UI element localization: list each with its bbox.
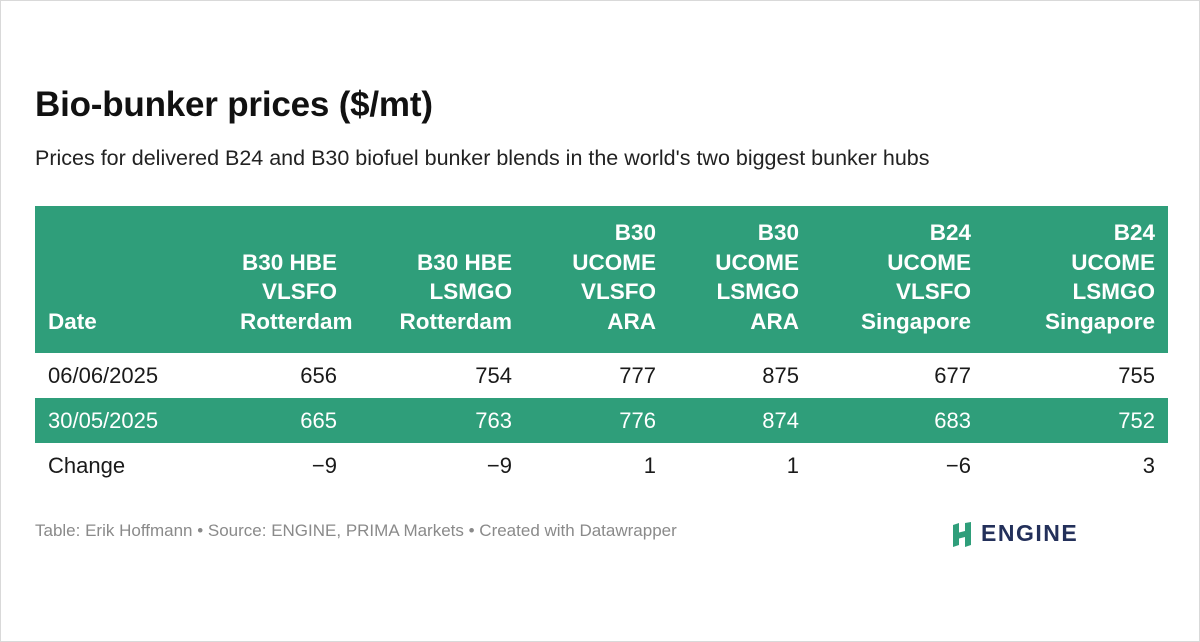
column-header-line: B30 — [614, 220, 656, 245]
price-cell: 755 — [1118, 362, 1155, 388]
column-header-line: LSMGO — [716, 279, 800, 304]
column-header-line: UCOME — [572, 249, 656, 275]
price-table: Date B30 HBE VLSFO Rotterdam B30 HBE LSMGO Rot… — [35, 206, 1168, 488]
price-cell: −9 — [311, 452, 337, 478]
column-header: B30 UCOME VLSFO ARA — [525, 206, 669, 353]
price-table-container: Date B30 HBE VLSFO Rotterdam B30 HBE LSMGO Rot… — [35, 206, 1168, 488]
table-row: 06/06/2025 656 754 777 875 677 755 — [35, 353, 1168, 398]
column-header-line: B30 HBE — [416, 249, 512, 275]
price-cell: 3 — [1142, 452, 1155, 478]
price-cell: 875 — [762, 362, 799, 388]
price-cell: −6 — [945, 452, 971, 478]
column-header: B30 HBE VLSFO Rotterdam — [227, 206, 353, 353]
table-header-row: Date B30 HBE VLSFO Rotterdam B30 HBE LSMGO Rot… — [35, 206, 1168, 353]
column-header-line: ARA — [607, 308, 656, 334]
source-footer: Table: Erik Hoffmann • Source: ENGINE, P… — [35, 521, 677, 540]
table-row: Change −9 −9 1 1 −6 3 — [35, 443, 1168, 488]
chart-subtitle: Prices for delivered B24 and B30 biofuel… — [35, 146, 930, 170]
price-cell: 677 — [934, 362, 971, 388]
column-header-line: B24 — [929, 220, 971, 245]
column-header-line: LSMGO — [1072, 279, 1156, 304]
price-cell: 665 — [300, 407, 337, 433]
column-header-line: Singapore — [860, 308, 971, 334]
table-body: 06/06/2025 656 754 777 875 677 755 30/05/2025 66… — [35, 353, 1168, 488]
column-header-line: VLSFO — [261, 279, 337, 304]
column-header-line: VLSFO — [580, 279, 656, 304]
column-header: B24 UCOME LSMGO Singapore — [984, 206, 1168, 353]
column-header-line: Rotterdam — [240, 308, 353, 334]
column-header-line: ARA — [750, 308, 799, 334]
price-cell: 1 — [643, 452, 656, 478]
chart-title: Bio-bunker prices ($/mt) — [35, 85, 433, 124]
price-cell: −9 — [486, 452, 512, 478]
column-header-line: UCOME — [1071, 249, 1155, 275]
column-header: B24 UCOME VLSFO Singapore — [812, 206, 984, 353]
price-cell: 777 — [619, 362, 656, 388]
row-label-cell: 06/06/2025 — [48, 362, 159, 388]
column-header-line: B24 — [1113, 220, 1155, 245]
engine-logo: ENGINE — [951, 520, 1078, 547]
column-header: B30 UCOME LSMGO ARA — [669, 206, 812, 353]
price-cell: 752 — [1118, 407, 1155, 433]
price-cell: 874 — [762, 407, 799, 433]
column-header-line: LSMGO — [429, 279, 513, 304]
price-cell: 1 — [786, 452, 799, 478]
column-header-line: B30 — [757, 220, 799, 245]
column-header-line: UCOME — [887, 249, 971, 275]
column-header-line: Date — [48, 308, 97, 334]
engine-logo-text: ENGINE — [981, 520, 1079, 546]
column-header: B30 HBE LSMGO Rotterdam — [350, 206, 525, 353]
row-label-cell: 30/05/2025 — [48, 407, 159, 433]
column-header: Date — [35, 206, 227, 353]
engine-logo-icon — [951, 521, 973, 547]
price-cell: 754 — [475, 362, 512, 388]
price-cell: 683 — [934, 407, 971, 433]
price-cell: 776 — [619, 407, 656, 433]
column-header-line: UCOME — [715, 249, 799, 275]
row-label-cell: Change — [48, 452, 126, 478]
column-header-line: VLSFO — [895, 279, 971, 304]
column-header-line: Singapore — [1044, 308, 1155, 334]
price-cell: 656 — [300, 362, 337, 388]
table-row: 30/05/2025 665 763 776 874 683 752 — [35, 398, 1168, 443]
column-header-line: Rotterdam — [399, 308, 512, 334]
column-header-line: B30 HBE — [241, 249, 337, 275]
price-cell: 763 — [475, 407, 512, 433]
